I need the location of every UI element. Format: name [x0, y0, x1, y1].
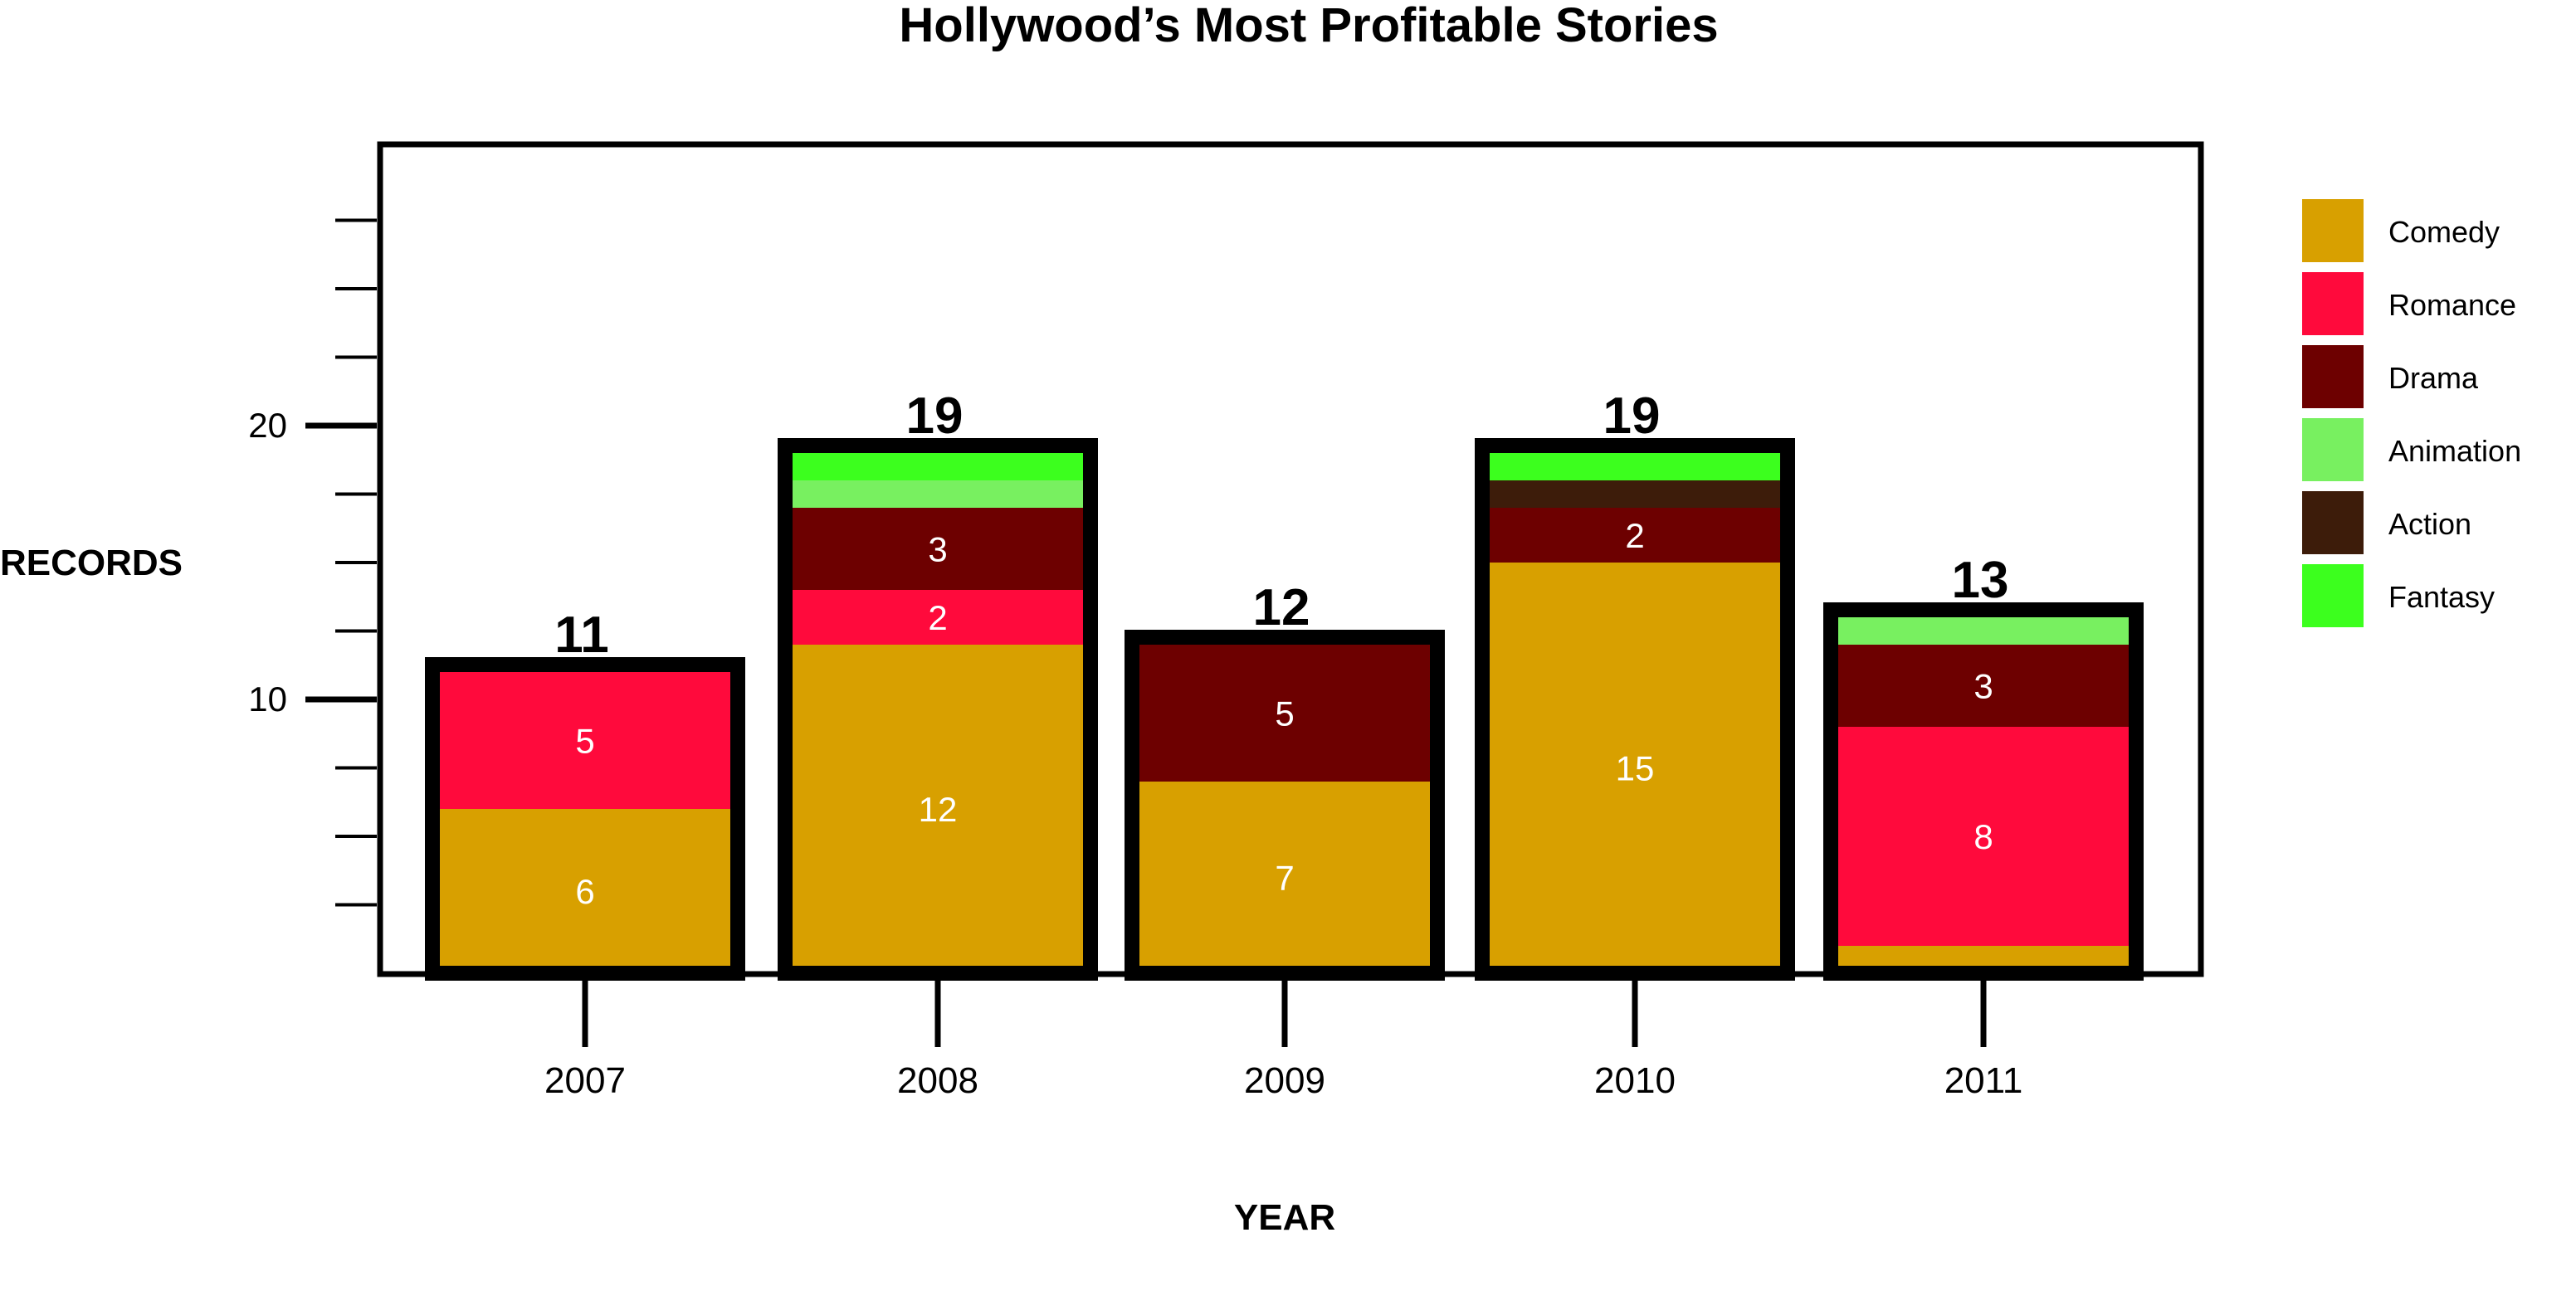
bar-segment-drama-2011 [1838, 645, 2129, 727]
bar-segment-romance-2007 [440, 672, 730, 809]
x-tick-label: 2009 [1244, 1060, 1325, 1101]
bar-group-2011: 8 3 13 2011 [1823, 552, 2144, 1101]
bar-group-2007: 6 5 11 2007 [425, 607, 745, 1101]
legend-label: Fantasy [2388, 580, 2495, 614]
bar-segment-comedy-2010 [1490, 563, 1780, 973]
x-tick-label: 2010 [1594, 1060, 1676, 1101]
x-tick-label: 2008 [897, 1060, 978, 1101]
segment-label: 8 [1973, 817, 1993, 856]
legend-swatch [2302, 345, 2364, 408]
segment-label: 6 [575, 872, 594, 911]
legend-label: Action [2388, 507, 2471, 541]
bar-outline [778, 438, 1098, 981]
x-tick-label: 2011 [1944, 1060, 2023, 1101]
bar-segment-fantasy-2008 [793, 453, 1083, 480]
y-tick-label: 20 [248, 406, 287, 445]
legend-item-action: Action [2302, 491, 2471, 554]
bar-outline [1823, 602, 2144, 981]
legend-swatch [2302, 199, 2364, 262]
bar-group-2008: 12 2 3 19 2008 [778, 387, 1098, 1101]
bar-segment-drama-2010 [1490, 508, 1780, 563]
legend-item-romance: Romance [2302, 272, 2516, 335]
segment-label: 15 [1616, 749, 1655, 788]
chart-title: Hollywood’s Most Profitable Stories [899, 0, 1718, 52]
y-tick-label: 10 [248, 680, 287, 719]
bar-segment-romance-2008 [793, 590, 1083, 645]
bar-group-2009: 7 5 12 2009 [1125, 579, 1445, 1101]
bar-segment-comedy-2009 [1139, 782, 1430, 973]
bar-segment-comedy-2008 [793, 645, 1083, 973]
plot-area: 10 20 6 5 11 2007 12 2 3 19 2008 7 5 12 2009 15 2 19 2010 8… [248, 141, 2204, 1101]
legend-label: Romance [2388, 288, 2516, 322]
legend-swatch [2302, 272, 2364, 335]
bar-outline [1125, 630, 1445, 981]
legend-item-fantasy: Fantasy [2302, 564, 2495, 627]
bar-segment-drama-2008 [793, 508, 1083, 590]
bar-outline [425, 657, 745, 981]
x-tick-label: 2007 [544, 1060, 626, 1101]
legend-item-comedy: Comedy [2302, 199, 2500, 262]
segment-label: 2 [1625, 516, 1644, 555]
legend-swatch [2302, 564, 2364, 627]
bar-segment-drama-2009 [1139, 645, 1430, 782]
legend: Comedy Romance Drama Animation Action Fantasy [2302, 199, 2521, 627]
segment-label: 5 [1275, 694, 1294, 733]
bar-total-label: 13 [1952, 552, 2009, 609]
legend-swatch [2302, 418, 2364, 481]
segment-label: 12 [919, 790, 958, 829]
bar-segment-animation-2011 [1838, 617, 2129, 645]
bar-segment-fantasy-2010 [1490, 453, 1780, 480]
bar-segment-comedy-2007 [440, 809, 730, 973]
legend-swatch [2302, 491, 2364, 554]
y-axis-label: RECORDS [0, 543, 183, 583]
bar-total-label: 11 [554, 607, 609, 664]
bar-total-label: 12 [1253, 579, 1310, 636]
segment-label: 5 [575, 722, 594, 761]
bar-outline [1475, 438, 1795, 981]
bar-group-2010: 15 2 19 2010 [1475, 387, 1795, 1101]
bar-total-label: 19 [1603, 387, 1661, 445]
legend-item-animation: Animation [2302, 418, 2521, 481]
bar-total-label: 19 [906, 387, 964, 445]
x-axis-label: YEAR [1234, 1197, 1335, 1238]
segment-label: 7 [1275, 859, 1294, 898]
segment-label: 2 [928, 598, 947, 637]
segment-label: 3 [1973, 667, 1993, 706]
legend-label: Animation [2388, 434, 2521, 468]
segment-label: 3 [928, 530, 947, 569]
bar-segment-romance-2011 [1838, 727, 2129, 946]
legend-label: Drama [2388, 361, 2479, 395]
bar-segment-animation-2008 [793, 480, 1083, 508]
legend-label: Comedy [2388, 215, 2500, 249]
legend-item-drama: Drama [2302, 345, 2479, 408]
bar-segment-action-2010 [1490, 480, 1780, 508]
